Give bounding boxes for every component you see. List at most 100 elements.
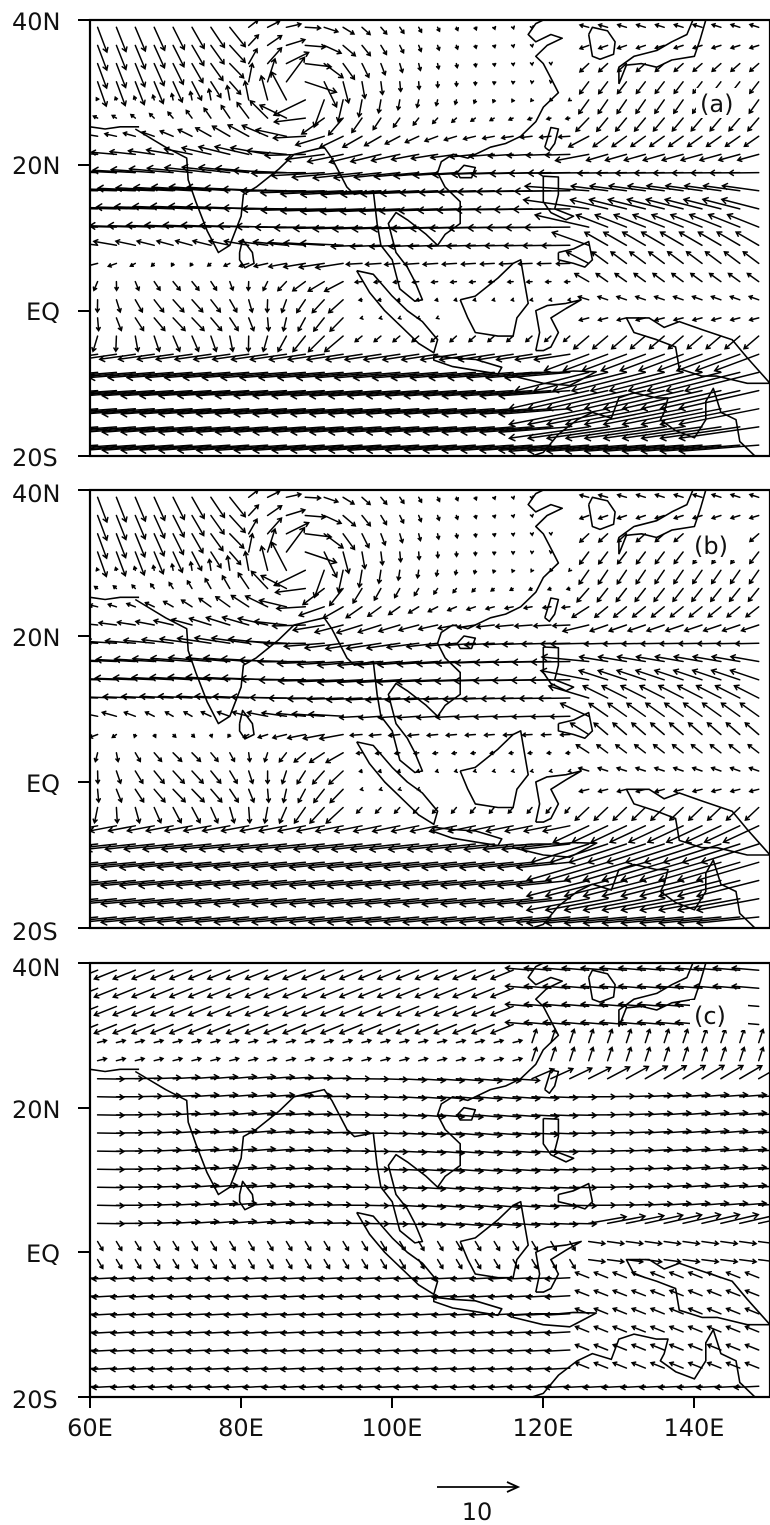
wind-vector xyxy=(395,987,420,999)
wind-vector xyxy=(593,722,609,736)
wind-vector xyxy=(354,335,363,343)
wind-vector xyxy=(682,702,703,718)
wind-vector xyxy=(720,1046,727,1062)
wind-vector xyxy=(229,1258,236,1270)
wind-vector xyxy=(526,444,609,455)
wind-vector xyxy=(376,987,401,999)
wind-vector xyxy=(474,1056,486,1062)
wind-vector xyxy=(130,1005,155,1017)
wind-vector xyxy=(587,1258,607,1265)
wind-vector xyxy=(275,710,307,718)
wind-vector xyxy=(188,616,212,626)
wind-vector xyxy=(342,44,357,57)
wind-vector xyxy=(412,117,420,127)
wind-vector xyxy=(182,825,212,834)
wind-vector xyxy=(153,1258,161,1270)
wind-vector xyxy=(90,262,99,267)
wind-vector xyxy=(635,551,647,565)
wind-vector xyxy=(229,26,247,48)
wind-vector xyxy=(537,695,571,702)
wind-vector xyxy=(746,117,760,132)
wind-vector xyxy=(153,62,166,87)
wind-vector xyxy=(723,250,741,265)
wind-vector xyxy=(266,57,277,83)
wind-vector xyxy=(434,768,440,774)
wind-vector xyxy=(172,496,186,521)
wind-vector xyxy=(93,752,99,763)
wind-vector xyxy=(678,389,760,412)
wind-vector xyxy=(103,131,118,138)
wind-vector xyxy=(453,297,458,302)
wind-vector xyxy=(194,126,212,138)
wind-vector xyxy=(739,1215,770,1225)
wind-vector xyxy=(308,389,382,400)
wind-vector xyxy=(92,806,99,825)
wind-vector xyxy=(144,825,174,834)
wind-vector xyxy=(364,861,420,872)
wind-vector xyxy=(257,371,325,382)
y-tick-label: 40N xyxy=(12,480,61,508)
wind-vector xyxy=(191,788,206,803)
wind-vector xyxy=(702,624,722,633)
wind-vector xyxy=(210,788,223,803)
wind-vector xyxy=(118,916,174,926)
wind-vector xyxy=(644,1028,652,1044)
wind-vector xyxy=(376,1005,401,1017)
wind-vector xyxy=(225,554,231,572)
wind-vector xyxy=(111,1005,137,1017)
wind-vector xyxy=(259,188,325,197)
wind-vector xyxy=(153,533,166,557)
wind-vector xyxy=(630,1343,647,1351)
wind-vector xyxy=(172,752,183,763)
wind-vector xyxy=(319,969,344,981)
wind-vector xyxy=(717,153,741,163)
wind-vector xyxy=(90,1023,99,1029)
wind-vector xyxy=(247,532,255,553)
wind-vector xyxy=(492,713,514,720)
wind-vector xyxy=(307,710,344,719)
wind-vector xyxy=(344,261,363,267)
wind-vector xyxy=(399,496,405,505)
wind-vector xyxy=(256,733,269,740)
wind-vector xyxy=(507,116,514,122)
wind-vector xyxy=(241,124,269,138)
wind-vector xyxy=(669,213,703,228)
wind-vector xyxy=(286,733,307,741)
wind-vector xyxy=(496,879,552,890)
wind-vector xyxy=(134,514,147,541)
wind-vector xyxy=(423,135,439,143)
wind-vector xyxy=(295,825,325,834)
wind-vector xyxy=(297,606,325,618)
wind-vector xyxy=(285,51,310,65)
wind-vector xyxy=(384,389,458,400)
coastline-c xyxy=(90,963,770,1397)
wind-vector xyxy=(296,770,307,785)
wind-vector xyxy=(328,770,344,785)
wind-vector xyxy=(163,825,193,834)
wind-vector xyxy=(115,788,123,804)
wind-vector xyxy=(653,295,665,301)
wind-vector xyxy=(433,969,458,981)
wind-vector xyxy=(747,587,760,603)
wind-vector xyxy=(601,916,665,927)
wind-vector xyxy=(587,1066,612,1080)
wind-vector xyxy=(690,743,703,754)
wind-vector xyxy=(96,551,109,578)
wind-vector xyxy=(577,766,590,772)
wind-vector xyxy=(701,1240,720,1247)
wind-vector xyxy=(545,426,628,442)
wind-vector xyxy=(403,389,477,400)
wind-vector xyxy=(512,1056,524,1062)
wind-vector xyxy=(545,116,552,121)
wind-vector xyxy=(137,879,193,890)
coastline xyxy=(456,1106,477,1121)
wind-vector xyxy=(503,605,514,611)
wind-vector xyxy=(153,44,166,70)
wind-vector xyxy=(439,879,495,890)
wind-vector xyxy=(115,44,128,71)
wind-vector xyxy=(281,969,307,981)
wind-vector xyxy=(151,93,156,101)
coastline xyxy=(356,1211,439,1296)
coastline xyxy=(512,370,597,387)
wind-vector xyxy=(635,654,665,663)
